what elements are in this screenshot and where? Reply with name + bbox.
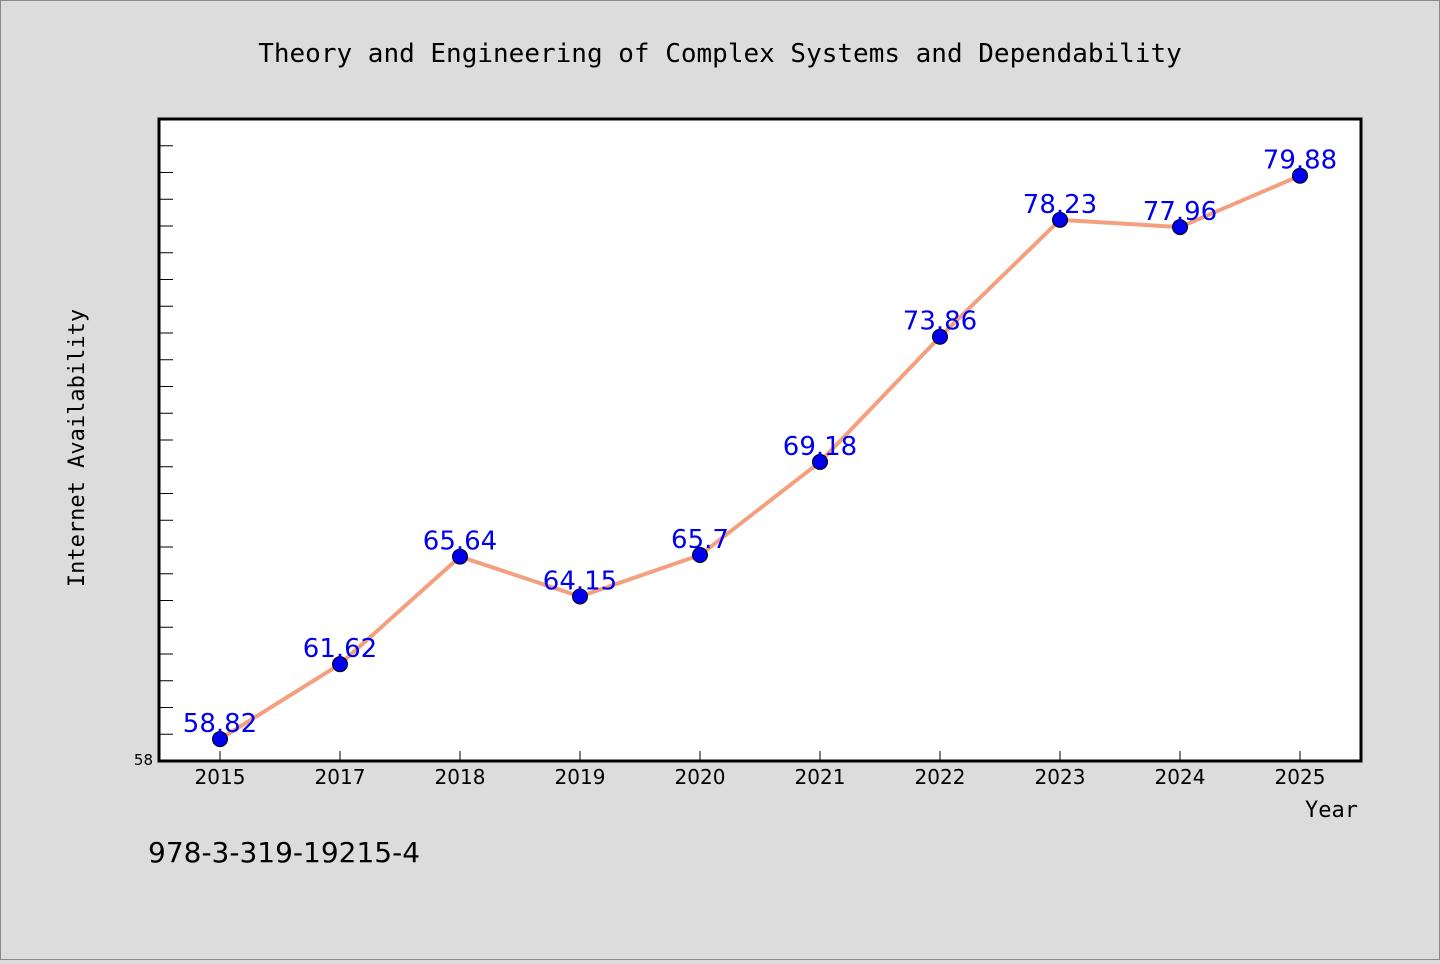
data-label: 65.7 — [671, 525, 729, 555]
data-point — [332, 656, 348, 673]
data-label: 65.64 — [423, 527, 497, 557]
data-labels: 58.82 61.62 65.64 64.15 65.7 69.18 73.86 78.23 7… — [183, 146, 1337, 739]
data-point — [932, 328, 948, 345]
data-point — [812, 453, 828, 470]
x-axis-title: Year — [1305, 798, 1358, 823]
x-tick-label: 2025 — [1275, 765, 1326, 789]
x-axis-ticks: 2015 2017 2018 2019 2020 2021 2022 2023 2024 2025 — [195, 751, 1326, 789]
data-point — [212, 731, 228, 748]
x-tick-label: 2020 — [675, 765, 726, 789]
data-point — [452, 548, 468, 565]
data-label: 77.96 — [1143, 197, 1217, 227]
x-tick-label: 2023 — [1035, 765, 1086, 789]
data-label: 79.88 — [1263, 146, 1337, 176]
data-label: 64.15 — [543, 566, 617, 596]
data-label: 78.23 — [1023, 190, 1097, 220]
x-tick-label: 2018 — [435, 765, 486, 789]
data-label: 58.82 — [183, 709, 257, 739]
data-label: 69.18 — [783, 432, 857, 462]
x-tick-label: 2021 — [795, 765, 846, 789]
data-point — [1172, 219, 1188, 236]
y-axis-title: Internet Availability — [65, 309, 90, 587]
data-point — [1292, 167, 1308, 184]
data-point — [692, 547, 708, 564]
data-point — [572, 588, 588, 605]
data-points — [212, 167, 1308, 748]
series-line — [218, 173, 1301, 741]
data-point — [1052, 211, 1068, 228]
y-axis-ticks — [158, 145, 173, 762]
x-tick-label: 2015 — [195, 765, 246, 789]
chart-title: Theory and Engineering of Complex System… — [258, 39, 1182, 69]
data-label: 73.86 — [903, 307, 977, 337]
x-tick-label: 2019 — [555, 765, 606, 789]
data-label: 61.62 — [303, 634, 377, 664]
x-tick-label: 2024 — [1155, 765, 1206, 789]
x-tick-label: 2017 — [315, 765, 366, 789]
y-min-label: 58 — [134, 751, 153, 769]
x-tick-label: 2022 — [915, 765, 966, 789]
footer-text: 978-3-319-19215-4 — [148, 836, 420, 869]
